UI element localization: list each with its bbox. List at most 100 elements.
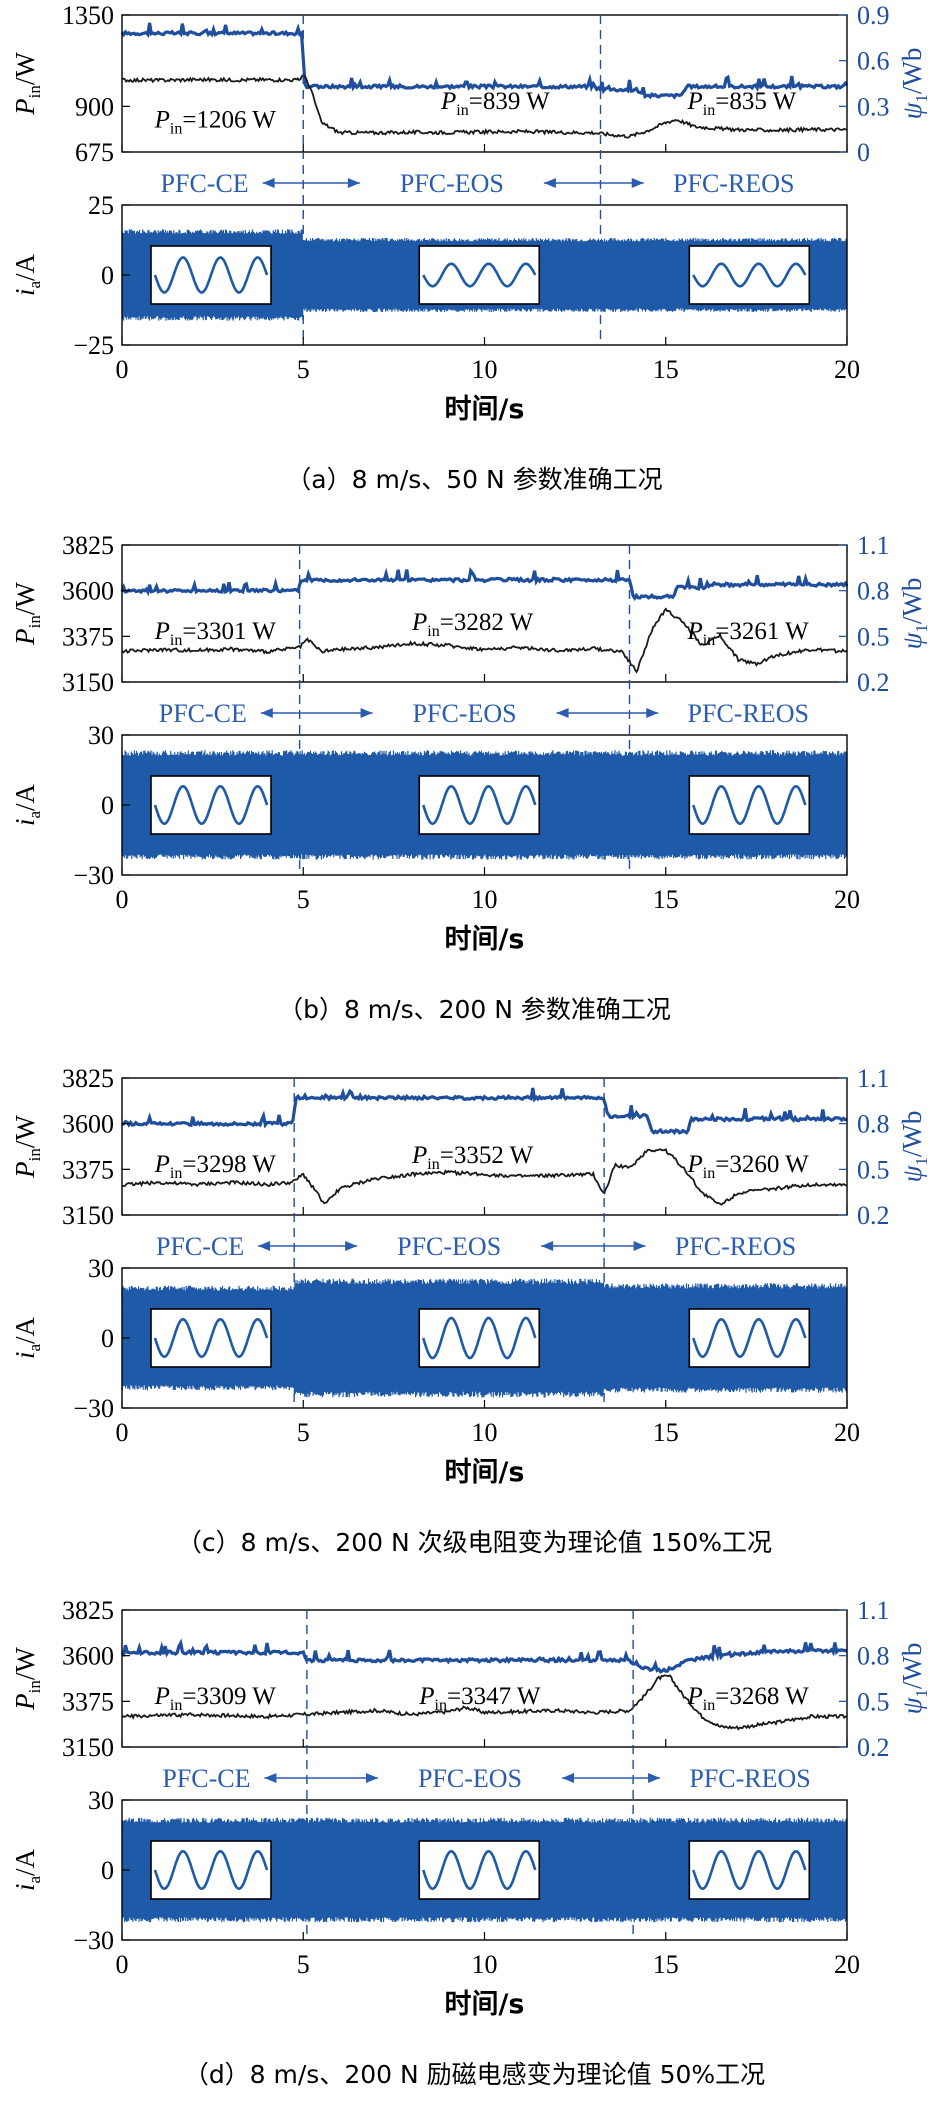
- xtick-label: 15: [653, 1418, 679, 1447]
- power-annotation: Pin=3268 W: [687, 1683, 810, 1714]
- panel-caption: （b）8 m/s、200 N 参数准确工况: [278, 995, 671, 1024]
- flux-ytick-label: 1.1: [857, 531, 890, 560]
- power-annotation: Pin=3347 W: [418, 1683, 541, 1714]
- panel-d: 3825 3600 3375 3150 1.1 0.8 0.5 0.2 Pin/W ψ1/Wb Pi…: [10, 1596, 931, 2089]
- zoom-inset: [688, 1840, 811, 1900]
- mode-label-eos: PFC-EOS: [413, 699, 517, 728]
- power-series: [121, 73, 848, 139]
- xtick-label: 0: [116, 1418, 129, 1447]
- power-axis-label: Pin/W: [10, 582, 44, 646]
- mode-label-eos: PFC-EOS: [397, 1232, 501, 1261]
- mode-label-ce: PFC-CE: [162, 1764, 250, 1793]
- zoom-inset: [418, 1308, 541, 1368]
- x-axis-title: 时间/s: [445, 1989, 525, 2020]
- flux-ytick-label: 0.5: [857, 1155, 890, 1184]
- xtick-label: 20: [834, 1950, 860, 1979]
- power-ytick-label: 3375: [62, 622, 114, 651]
- flux-ytick-label: 0.3: [857, 92, 890, 121]
- power-annotation: Pin=3298 W: [154, 1151, 277, 1182]
- panel-caption: （c）8 m/s、200 N 次级电阻变为理论值 150%工况: [177, 1528, 772, 1557]
- power-series: [121, 607, 848, 674]
- power-axis-label: Pin/W: [10, 1647, 44, 1711]
- power-ytick-label: 3825: [62, 1064, 114, 1093]
- inset-waveform: [153, 784, 269, 826]
- mode-label-eos: PFC-EOS: [400, 169, 504, 198]
- current-ytick-label: −25: [73, 331, 114, 360]
- power-axes-frame: [121, 1609, 848, 1748]
- current-ytick-label: 0: [101, 1324, 114, 1353]
- flux-ytick-label: 0.2: [857, 1201, 890, 1230]
- power-axis-label: Pin/W: [10, 1115, 44, 1179]
- power-series: [121, 1148, 848, 1206]
- power-annotation: Pin=3301 W: [154, 618, 277, 649]
- current-ytick-label: 30: [88, 1254, 114, 1283]
- x-axis-title: 时间/s: [445, 924, 525, 955]
- flux-ytick-label: 0.5: [857, 622, 890, 651]
- flux-axis-label: ψ1/Wb: [897, 48, 931, 120]
- x-axis-title: 时间/s: [445, 394, 525, 425]
- xtick-label: 10: [472, 1950, 498, 1979]
- xtick-label: 5: [297, 1950, 310, 1979]
- flux-axis-label: ψ1/Wb: [897, 1643, 931, 1715]
- xtick-label: 20: [834, 1418, 860, 1447]
- mode-label-ce: PFC-CE: [156, 1232, 244, 1261]
- flux-axis-label: ψ1/Wb: [897, 578, 931, 650]
- mode-label-reos: PFC-REOS: [675, 1232, 796, 1261]
- panel-b: 3825 3600 3375 3150 1.1 0.8 0.5 0.2 Pin/W ψ1/Wb Pi…: [10, 531, 931, 1024]
- xtick-label: 15: [653, 885, 679, 914]
- x-axis-title: 时间/s: [445, 1457, 525, 1488]
- power-ytick-label: 3150: [62, 1733, 114, 1762]
- xtick-label: 0: [116, 1950, 129, 1979]
- flux-ytick-label: 0.2: [857, 668, 890, 697]
- power-annotation: Pin=3352 W: [411, 1142, 534, 1173]
- mode-label-ce: PFC-CE: [161, 169, 249, 198]
- current-axis-label: ia/A: [10, 1848, 44, 1891]
- power-ytick-label: 900: [75, 92, 114, 121]
- xtick-label: 20: [834, 355, 860, 384]
- mode-label-reos: PFC-REOS: [688, 699, 809, 728]
- current-axis-label: ia/A: [10, 1316, 44, 1359]
- mode-label-ce: PFC-CE: [159, 699, 247, 728]
- xtick-label: 5: [297, 1418, 310, 1447]
- power-annotation: Pin=3261 W: [687, 618, 810, 649]
- zoom-inset: [150, 1840, 272, 1900]
- inset-waveform: [422, 262, 537, 288]
- power-ytick-label: 3375: [62, 1155, 114, 1184]
- panel-c: 3825 3600 3375 3150 1.1 0.8 0.5 0.2 Pin/W ψ1/Wb Pi…: [10, 1064, 931, 1557]
- power-ytick-label: 675: [75, 138, 114, 167]
- xtick-label: 10: [472, 1418, 498, 1447]
- mode-label-reos: PFC-REOS: [689, 1764, 810, 1793]
- xtick-label: 5: [297, 885, 310, 914]
- xtick-label: 20: [834, 885, 860, 914]
- current-ytick-label: −30: [73, 861, 114, 890]
- current-ytick-label: 0: [101, 261, 114, 290]
- mode-label-reos: PFC-REOS: [673, 169, 794, 198]
- inset-waveform: [153, 256, 269, 294]
- flux-ytick-label: 0.8: [857, 577, 890, 606]
- flux-ytick-label: 1.1: [857, 1064, 890, 1093]
- panel-caption: （a）8 m/s、50 N 参数准确工况: [286, 465, 662, 494]
- current-ytick-label: 30: [88, 1786, 114, 1815]
- power-ytick-label: 3150: [62, 668, 114, 697]
- mode-label-eos: PFC-EOS: [418, 1764, 522, 1793]
- flux-ytick-label: 0.8: [857, 1110, 890, 1139]
- panel-a: 1350 900 675 0.9 0.6 0.3 0 Pin/W ψ1/Wb Pin=1206 W…: [10, 1, 931, 494]
- xtick-label: 15: [653, 1950, 679, 1979]
- current-axis-label: ia/A: [10, 783, 44, 826]
- xtick-label: 10: [472, 885, 498, 914]
- xtick-label: 5: [297, 355, 310, 384]
- current-ytick-label: 25: [88, 191, 114, 220]
- current-axis-label: ia/A: [10, 253, 44, 296]
- flux-series: [120, 566, 849, 602]
- flux-ytick-label: 0.9: [857, 1, 890, 30]
- inset-waveform: [692, 262, 807, 288]
- xtick-label: 0: [116, 355, 129, 384]
- power-ytick-label: 3600: [62, 1110, 114, 1139]
- xtick-label: 0: [116, 885, 129, 914]
- inset-waveform: [692, 784, 807, 826]
- panel-caption: （d）8 m/s、200 N 励磁电感变为理论值 50%工况: [184, 2060, 765, 2089]
- current-ytick-label: 30: [88, 721, 114, 750]
- inset-waveform: [692, 1849, 807, 1891]
- power-annotation: Pin=839 W: [440, 88, 550, 119]
